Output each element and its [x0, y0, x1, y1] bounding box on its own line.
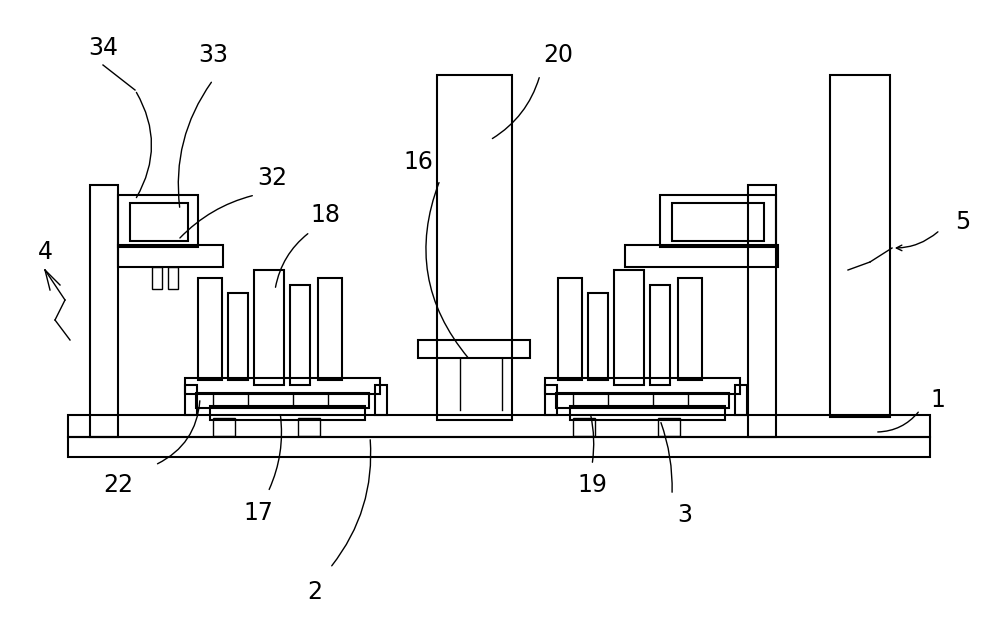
Text: 32: 32 [257, 166, 287, 190]
Bar [672, 203, 764, 241]
Text: 19: 19 [577, 473, 607, 497]
Bar [198, 278, 222, 380]
Bar [437, 75, 512, 420]
Text: 5: 5 [955, 210, 971, 234]
Bar [168, 267, 178, 289]
Bar [678, 278, 702, 380]
Bar [653, 393, 688, 407]
Text: 1: 1 [931, 388, 945, 412]
Bar [228, 293, 248, 380]
Bar [735, 385, 747, 415]
Text: 34: 34 [88, 36, 118, 60]
Bar [213, 393, 248, 407]
Bar [588, 293, 608, 380]
Bar [614, 270, 644, 385]
Bar [658, 418, 680, 436]
Bar [660, 195, 776, 247]
Bar [830, 75, 890, 417]
Bar [545, 385, 557, 415]
Text: 3: 3 [678, 503, 692, 527]
Bar [556, 393, 729, 408]
Bar [152, 267, 162, 289]
Bar [375, 385, 387, 415]
Bar [318, 278, 342, 380]
Bar [573, 418, 595, 436]
Bar [185, 378, 380, 394]
Text: 18: 18 [310, 203, 340, 227]
Bar [290, 285, 310, 385]
Bar [196, 393, 369, 408]
Bar [748, 185, 776, 437]
Bar [570, 406, 725, 420]
Bar [130, 203, 188, 241]
Text: 33: 33 [198, 43, 228, 67]
Text: 4: 4 [38, 240, 52, 264]
Text: 22: 22 [103, 473, 133, 497]
Text: 16: 16 [403, 150, 433, 174]
Bar [213, 418, 235, 436]
Text: 2: 2 [308, 580, 322, 604]
Bar [558, 278, 582, 380]
Bar [90, 185, 118, 437]
Bar [418, 340, 530, 358]
Bar [545, 378, 740, 394]
Bar [254, 270, 284, 385]
Bar [118, 245, 223, 267]
Bar [298, 418, 320, 436]
Text: 20: 20 [543, 43, 573, 67]
Bar [68, 415, 930, 437]
Bar [650, 285, 670, 385]
Bar [185, 385, 197, 415]
Text: 17: 17 [243, 501, 273, 525]
Bar [210, 406, 365, 420]
Bar [573, 393, 608, 407]
Bar [118, 195, 198, 247]
Bar [625, 245, 778, 267]
Bar [293, 393, 328, 407]
Bar [68, 437, 930, 457]
